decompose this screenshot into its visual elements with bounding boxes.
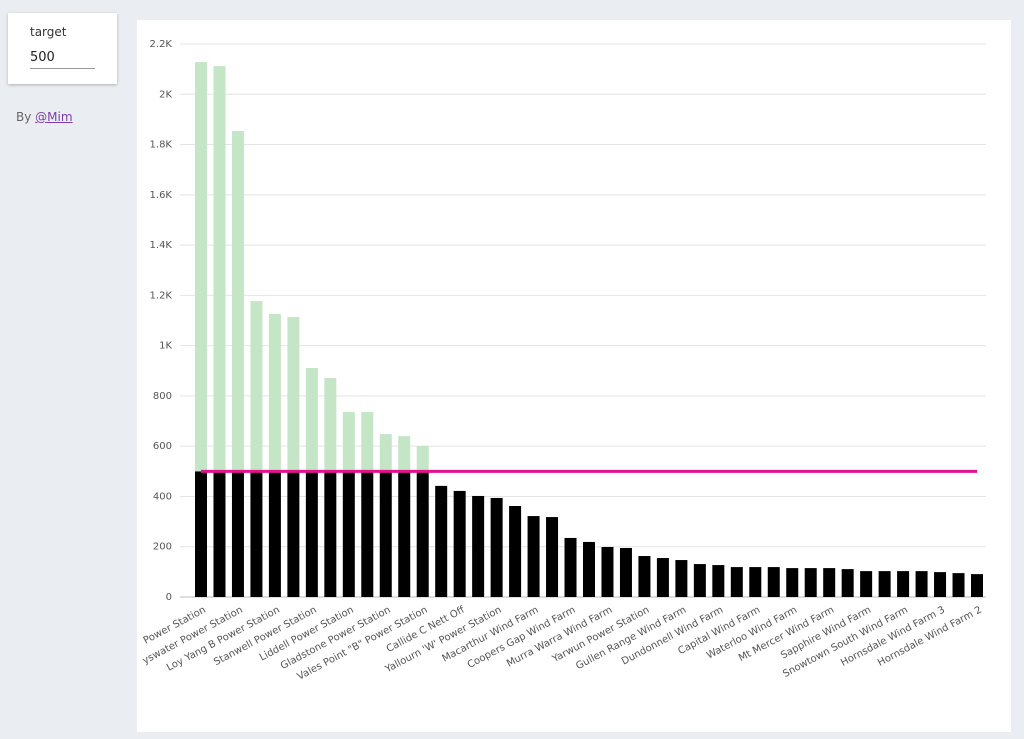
bar (619, 547, 632, 597)
byline: By @Mim (16, 110, 73, 124)
bar (971, 574, 983, 597)
bar (952, 573, 965, 597)
bar (435, 485, 448, 597)
bar (287, 471, 300, 597)
bar (934, 572, 947, 597)
bar (509, 506, 522, 597)
bar (195, 471, 207, 597)
bar-excess (287, 316, 300, 472)
bar-excess (213, 66, 226, 472)
bar (472, 495, 485, 597)
bar (730, 567, 743, 597)
bar (490, 497, 503, 597)
bar-excess (379, 434, 392, 472)
bar (878, 571, 891, 597)
bar-excess (231, 130, 244, 472)
bar-excess (361, 411, 374, 472)
bar (638, 556, 651, 597)
bar (379, 471, 392, 597)
bar (398, 471, 411, 597)
bar-excess (305, 368, 318, 472)
bar (583, 541, 595, 597)
bar (656, 558, 669, 597)
y-tick-label: 2.2K (150, 39, 173, 50)
bar (324, 471, 337, 597)
bar-excess (195, 62, 207, 472)
bar-excess (416, 445, 429, 472)
bar (823, 568, 836, 597)
target-label: target (30, 25, 67, 39)
y-tick-label: 1.8K (150, 140, 173, 151)
bar (693, 564, 706, 597)
bar (213, 471, 226, 597)
target-input[interactable]: 500 (30, 50, 95, 69)
chart-panel (137, 20, 1011, 732)
y-tick-label: 400 (153, 491, 172, 502)
bar (361, 471, 374, 597)
bar (231, 471, 244, 597)
bar (305, 471, 318, 597)
bar (786, 568, 799, 597)
y-tick-label: 0 (166, 592, 172, 603)
bar-excess (250, 301, 263, 472)
bar (268, 471, 281, 597)
bar (897, 571, 910, 597)
target-control: target 500 (8, 13, 117, 84)
y-tick-label: 200 (153, 542, 172, 553)
y-tick-label: 1.4K (150, 240, 173, 251)
bar (749, 567, 762, 597)
bar (250, 471, 263, 597)
bar (767, 567, 780, 597)
bar-excess (398, 436, 411, 472)
bar (564, 537, 577, 597)
y-tick-label: 600 (153, 441, 172, 452)
bar-excess (342, 411, 355, 472)
bar (860, 571, 873, 597)
bar (915, 571, 928, 597)
bar (712, 565, 725, 597)
bar-excess (268, 313, 281, 472)
bar (342, 471, 355, 597)
author-link[interactable]: @Mim (35, 110, 73, 124)
bar (453, 490, 466, 597)
bar (527, 516, 540, 597)
bar-excess (324, 378, 337, 472)
y-tick-label: 2K (159, 89, 172, 100)
y-tick-label: 800 (153, 391, 172, 402)
y-tick-label: 1.6K (150, 190, 173, 201)
bar (804, 568, 817, 597)
bar (601, 546, 614, 597)
bar (416, 471, 429, 597)
y-tick-label: 1K (159, 341, 172, 352)
y-tick-label: 1.2K (150, 290, 173, 301)
bar (841, 569, 854, 597)
bar (675, 560, 688, 597)
byline-prefix: By (16, 110, 32, 124)
bar (546, 517, 559, 597)
